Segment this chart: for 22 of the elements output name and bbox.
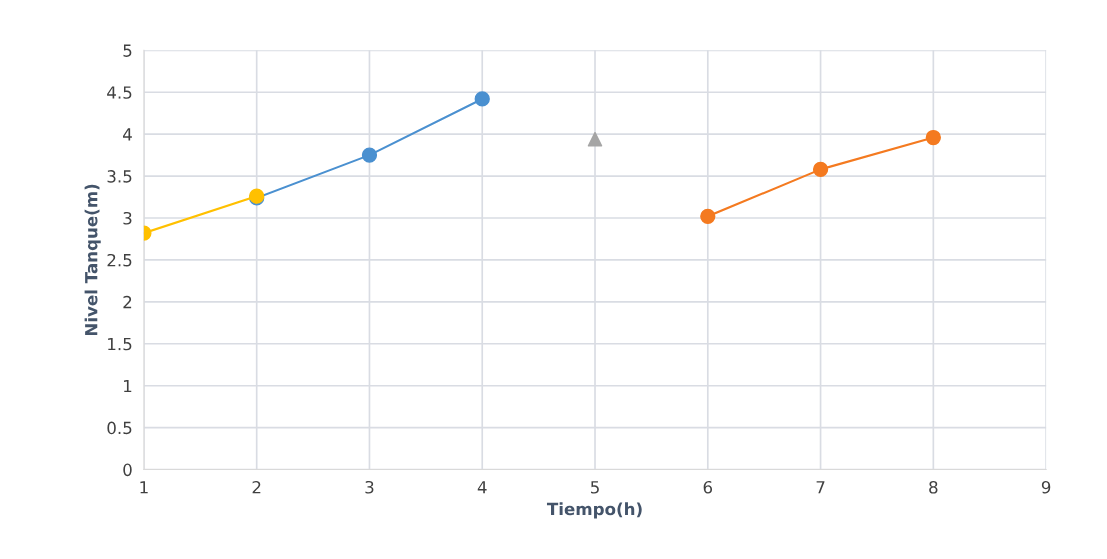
y-tick-label: 2: [123, 295, 132, 309]
y-tick-label: 1.5: [108, 337, 132, 351]
x-tick-label: 6: [703, 480, 713, 494]
y-tick-label: 3: [123, 211, 132, 225]
y-tick-label: 3.5: [107, 170, 132, 183]
x-axis-title: Tiempo(h): [546, 502, 642, 519]
x-tick-label: 3: [365, 480, 374, 494]
x-tick-label: 9: [1041, 480, 1051, 494]
y-tick-label: 0.5: [107, 421, 132, 435]
y-tick-label: 4.5: [107, 86, 132, 99]
y-tick-label: 1: [124, 379, 132, 393]
x-tick-label: 1: [140, 481, 148, 494]
y-axis-title: Nivel Tanque(m): [84, 184, 101, 336]
x-tick-label: 2: [252, 480, 261, 494]
y-tick-label: 4: [123, 128, 132, 141]
x-tick-label: 8: [929, 480, 938, 494]
y-tick-label: 2.5: [107, 253, 132, 267]
x-tick-label: 7: [816, 481, 825, 494]
y-tick-label: 5: [123, 44, 132, 57]
x-tick-label: 5: [591, 481, 599, 494]
x-tick-label: 4: [477, 481, 487, 494]
y-tick-label: 0: [123, 463, 132, 477]
